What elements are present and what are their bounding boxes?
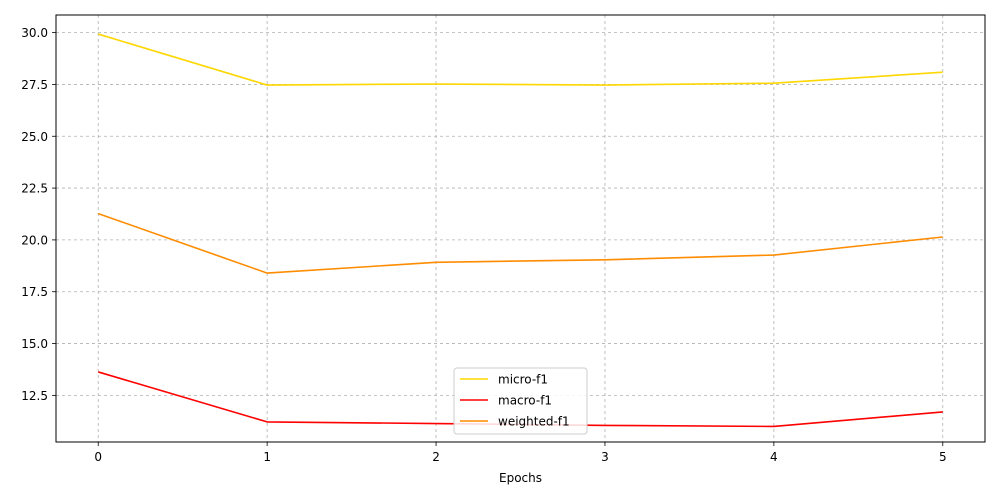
y-tick-label: 27.5 [21,78,48,92]
x-tick-label: 5 [939,450,947,464]
series-line-weighted-f1 [97,212,943,274]
legend-label: weighted-f1 [498,415,570,429]
y-tick-label: 30.0 [21,26,48,40]
x-tick-label: 3 [601,450,609,464]
y-tick-label: 15.0 [21,337,48,351]
y-tick-label: 22.5 [21,182,48,196]
y-tick-label: 17.5 [21,285,48,299]
legend-label: micro-f1 [498,373,548,387]
x-tick-label: 1 [263,450,271,464]
y-tick-label: 12.5 [21,389,48,403]
x-tick-label: 2 [432,450,440,464]
x-tick-label: 4 [770,450,778,464]
x-axis: 0 1 2 3 4 5 [94,442,947,464]
legend-box [453,367,588,435]
series-line-micro-f1 [97,33,943,86]
legend: micro-f1 macro-f1 weighted-f1 [453,367,588,435]
legend-label: macro-f1 [498,394,552,408]
y-tick-label: 20.0 [21,233,48,247]
x-axis-title: Epochs [499,471,542,485]
plot-frame [55,14,986,443]
x-tick-label: 0 [94,450,102,464]
y-axis: 12.5 15.0 17.5 20.0 22.5 25.0 27.5 30.0 [21,26,56,403]
y-tick-label: 25.0 [21,130,48,144]
